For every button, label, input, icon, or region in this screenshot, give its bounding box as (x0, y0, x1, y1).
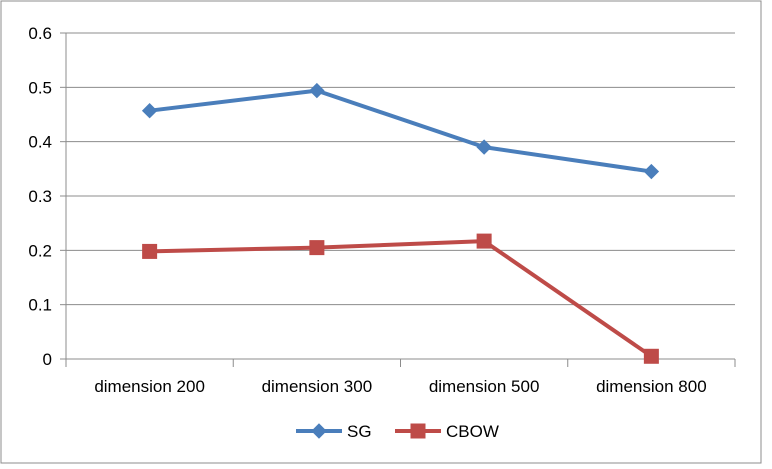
data-point-cbow (643, 348, 659, 364)
x-tick-label: dimension 300 (262, 377, 373, 396)
legend-marker-cbow (410, 423, 426, 439)
x-tick-label: dimension 200 (94, 377, 205, 396)
x-tick-label: dimension 800 (596, 377, 707, 396)
y-tick-label: 0.1 (28, 296, 52, 315)
series-line-cbow (147, 239, 654, 359)
y-tick-label: 0 (43, 350, 52, 369)
legend: SG CBOW (296, 422, 499, 441)
data-point-cbow (476, 233, 492, 249)
data-point-sg (643, 163, 660, 180)
data-point-sg (476, 139, 492, 155)
data-point-cbow (309, 240, 325, 256)
y-tick-label: 0.5 (28, 78, 52, 97)
series-line-sg (147, 88, 654, 174)
y-tick-label: 0.2 (28, 241, 52, 260)
legend-label-sg: SG (347, 422, 372, 441)
x-tick-label: dimension 500 (429, 377, 540, 396)
y-tick-label: 0.3 (28, 187, 52, 206)
y-tick-label: 0.4 (28, 133, 52, 152)
y-tick-label: 0.6 (28, 24, 52, 43)
series-group (141, 82, 660, 364)
axes: 0 0.1 0.2 0.3 0.4 0.5 0.6 dimension 200 dimensio… (28, 24, 736, 396)
legend-label-cbow: CBOW (446, 422, 499, 441)
data-point-cbow (142, 243, 158, 259)
legend-marker-sg (311, 423, 327, 439)
data-point-sg (141, 102, 158, 119)
data-point-sg (309, 82, 325, 99)
chart-border (0, 0, 762, 464)
